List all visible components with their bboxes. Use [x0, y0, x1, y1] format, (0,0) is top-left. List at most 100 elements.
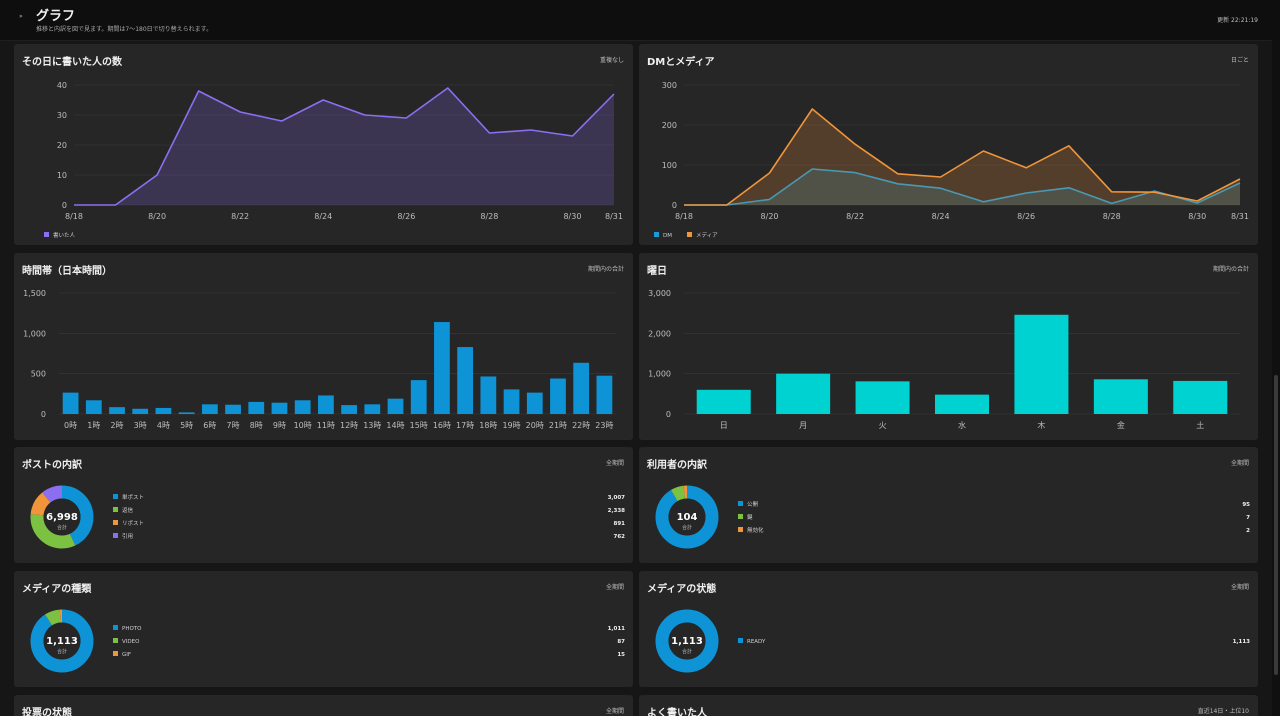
breakdown-label: 引用: [122, 532, 133, 540]
hour-card: 時間帯（日本時間） 期間内の合計 0 500 1,000 1,500 0時 1時 2時 3時 4…: [14, 253, 633, 440]
legend-swatch: [687, 232, 692, 237]
hour-chart: 0 500 1,000 1,500 0時 1時 2時 3時 4時 5時 6時 7時 8時 9時 10時 11時…: [23, 289, 616, 430]
x-tick-label: 8/28: [480, 212, 498, 221]
x-tick-label: 13時: [363, 421, 381, 430]
x-tick-label: 2時: [110, 421, 123, 430]
legend-swatch: [44, 232, 49, 237]
donut-slice: [655, 485, 719, 549]
x-tick-label: 火: [879, 421, 887, 430]
donut-hole: [668, 622, 706, 660]
bar: [341, 405, 357, 414]
dm-chart: 0 100 200 300 8/18 8/20 8/22 8/24 8/26 8/28 8/30 8/…: [654, 81, 1249, 239]
breakdown-value: 3,007: [608, 495, 626, 501]
x-tick-label: 8/24: [314, 212, 332, 221]
y-tick-label: 0: [41, 410, 46, 419]
page-title: グラフ: [36, 9, 76, 24]
bar: [550, 378, 566, 414]
series-area: [74, 88, 614, 205]
media-status-card: メディアの状態 全期間 1,113 合計 READY 1,113: [639, 571, 1258, 687]
breakdown-label: リポスト: [122, 520, 144, 527]
writers-note: 重複なし: [599, 57, 624, 64]
y-tick-label: 10: [57, 171, 67, 180]
bar: [271, 402, 288, 414]
bar: [248, 401, 265, 414]
expand-icon[interactable]: »: [19, 13, 23, 20]
donut-total: 1,113: [671, 636, 703, 647]
legend-swatch: [654, 232, 659, 237]
bar: [526, 392, 543, 414]
breakdown-value: 1,011: [608, 626, 626, 632]
donut-total-label: 合計: [682, 648, 692, 655]
breakdown-swatch: [113, 638, 118, 643]
bar: [410, 380, 427, 414]
writers-title: その日に書いた人の数: [22, 57, 122, 68]
breakdown-swatch: [113, 651, 118, 656]
donut-hole: [668, 498, 706, 536]
y-tick-label: 1,000: [23, 329, 46, 338]
breakdown-swatch: [113, 533, 118, 538]
bar: [434, 322, 450, 414]
y-tick-label: 0: [62, 201, 67, 210]
x-tick-label: 木: [1037, 420, 1045, 430]
breakdown-label: GIF: [122, 652, 131, 658]
page-scrollbar[interactable]: [1272, 40, 1280, 716]
breakdown-label: VIDEO: [122, 639, 140, 645]
x-tick-label: 8/26: [1017, 212, 1035, 221]
posts-card: ポストの内訳 全期間 6,998 合計 単ポスト 3,007 返信 2,338 リポスト 89…: [14, 447, 633, 563]
x-tick-label: 水: [958, 420, 966, 430]
series-area: [684, 109, 1240, 205]
dm-card: DMとメディア 日ごと 0 100 200 300 8/18 8/20 8/22 8/24 8/…: [639, 44, 1258, 245]
weekday-note: 期間内の合計: [1212, 266, 1249, 273]
bar: [201, 404, 218, 414]
donut-slice: [30, 609, 94, 673]
x-tick-label: 14時: [386, 421, 404, 430]
x-tick-label: 11時: [317, 421, 335, 430]
bar: [457, 347, 474, 414]
donut-total-label: 合計: [57, 524, 67, 531]
y-tick-label: 200: [662, 121, 677, 130]
x-tick-label: 8/28: [1103, 212, 1121, 221]
users-title: 利用者の内訳: [647, 460, 707, 471]
page-subtitle: 推移と内訳を図で見ます。期間は7〜180日で切り替えられます。: [36, 26, 213, 33]
media-type-title: メディアの種類: [22, 584, 92, 595]
media-type-card: メディアの種類 全期間 1,113 合計 PHOTO 1,011 VIDEO 87 GIF 1…: [14, 571, 633, 687]
x-tick-label: 8/20: [761, 212, 779, 221]
breakdown-swatch: [738, 514, 743, 519]
legend-label: DM: [663, 233, 672, 239]
donut-total-label: 合計: [57, 648, 67, 655]
x-tick-label: 8/22: [231, 212, 249, 221]
x-tick-label: 8/20: [148, 212, 166, 221]
bar: [1173, 380, 1228, 414]
breakdown-value: 2,338: [608, 508, 626, 514]
bar: [1014, 314, 1069, 414]
x-tick-label: 10時: [294, 421, 312, 430]
x-tick-label: 4時: [157, 421, 170, 430]
updated-time: 更新 22:21:19: [1217, 17, 1258, 24]
weekday-card: 曜日 期間内の合計 0 1,000 2,000 3,000 日 月 火 水 木 金 土: [639, 253, 1258, 440]
x-tick-label: 月: [799, 421, 807, 430]
breakdown-swatch: [113, 507, 118, 512]
media-status-title: メディアの状態: [647, 584, 717, 595]
y-tick-label: 3,000: [648, 289, 671, 298]
breakdown-value: 15: [617, 652, 625, 658]
bar: [934, 394, 990, 414]
dm-note: 日ごと: [1230, 57, 1249, 64]
series-area: [684, 169, 1240, 205]
bar: [318, 395, 334, 414]
y-tick-label: 0: [672, 201, 677, 210]
x-tick-label: 18時: [479, 421, 497, 430]
breakdown-swatch: [113, 520, 118, 525]
y-tick-label: 300: [662, 81, 677, 90]
x-tick-label: 8/18: [65, 212, 83, 221]
bar: [855, 381, 910, 414]
bar: [225, 404, 241, 414]
series-line: [684, 168, 1241, 206]
scrollbar-thumb[interactable]: [1274, 375, 1278, 675]
breakdown-swatch: [738, 527, 743, 532]
breakdown-value: 87: [617, 639, 625, 645]
x-tick-label: 8時: [250, 421, 263, 430]
bar: [573, 362, 590, 414]
top-writers-card: よく書いた人 直近14日・上位10: [639, 695, 1258, 716]
bar: [155, 407, 172, 414]
